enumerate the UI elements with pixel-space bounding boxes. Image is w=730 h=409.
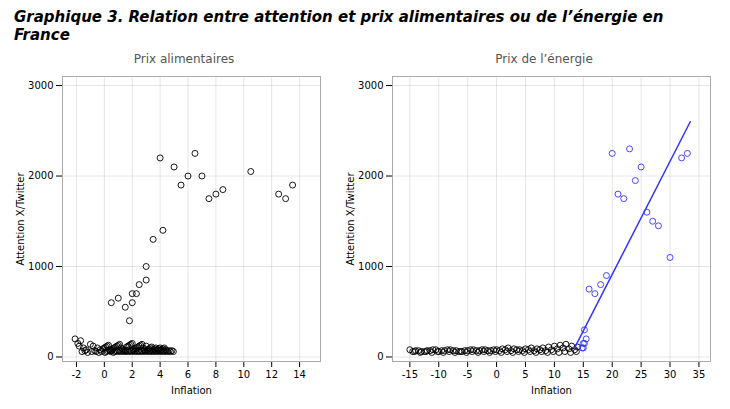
svg-text:8: 8 xyxy=(213,369,219,380)
svg-text:3000: 3000 xyxy=(358,80,383,91)
svg-text:Inflation: Inflation xyxy=(531,385,572,396)
svg-text:-5: -5 xyxy=(463,369,473,380)
svg-text:-15: -15 xyxy=(402,369,418,380)
svg-text:10: 10 xyxy=(237,369,250,380)
svg-text:Inflation: Inflation xyxy=(171,385,212,396)
svg-text:0: 0 xyxy=(377,351,383,362)
svg-text:-10: -10 xyxy=(431,369,447,380)
svg-text:20: 20 xyxy=(606,369,619,380)
svg-text:14: 14 xyxy=(293,369,306,380)
svg-text:6: 6 xyxy=(185,369,191,380)
svg-text:5: 5 xyxy=(522,369,528,380)
svg-text:12: 12 xyxy=(265,369,278,380)
svg-text:1000: 1000 xyxy=(28,261,53,272)
svg-text:4: 4 xyxy=(157,369,163,380)
svg-text:3000: 3000 xyxy=(28,80,53,91)
svg-text:0: 0 xyxy=(101,369,107,380)
svg-text:Attention X/Twitter: Attention X/Twitter xyxy=(15,172,26,266)
svg-text:35: 35 xyxy=(693,369,706,380)
svg-text:Attention X/Twitter: Attention X/Twitter xyxy=(345,172,356,266)
svg-text:2: 2 xyxy=(129,369,135,380)
svg-text:-2: -2 xyxy=(71,369,81,380)
svg-text:2000: 2000 xyxy=(28,170,53,181)
svg-text:0: 0 xyxy=(47,351,53,362)
svg-text:1000: 1000 xyxy=(358,261,383,272)
svg-text:25: 25 xyxy=(635,369,648,380)
svg-text:30: 30 xyxy=(664,369,677,380)
html-text:Graphique 3. Relation entre at: Graphique 3. Relation entre attention et… xyxy=(14,8,664,44)
html-text:Prix alimentaires: Prix alimentaires xyxy=(133,52,235,66)
svg-text:10: 10 xyxy=(548,369,561,380)
svg-text:0: 0 xyxy=(493,369,499,380)
svg-text:15: 15 xyxy=(577,369,590,380)
svg-text:2000: 2000 xyxy=(358,170,383,181)
html-text:Prix de l’énergie: Prix de l’énergie xyxy=(495,52,593,66)
